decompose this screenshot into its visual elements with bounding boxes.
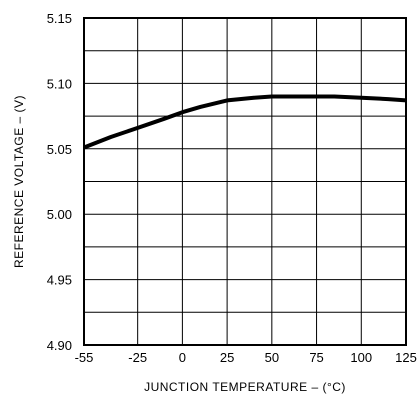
- x-axis-label: JUNCTION TEMPERATURE – (°C): [144, 380, 346, 394]
- y-axis-label: REFERENCE VOLTAGE – (V): [12, 95, 26, 268]
- grid-lines: [83, 17, 407, 346]
- x-tick-label: 75: [309, 350, 323, 365]
- y-tick-label: 4.95: [47, 273, 72, 288]
- x-tick-label: 25: [220, 350, 234, 365]
- x-tick-label: 50: [265, 350, 279, 365]
- y-tick-label: 5.10: [47, 76, 72, 91]
- x-tick-label: 0: [179, 350, 186, 365]
- y-tick-label: 5.05: [47, 142, 72, 157]
- y-tick-label: 5.00: [47, 207, 72, 222]
- y-tick-label: 4.90: [47, 338, 72, 353]
- x-tick-label: -25: [128, 350, 147, 365]
- series-layer: [83, 94, 407, 150]
- plot-frame: [83, 17, 407, 346]
- y-tick-labels: 4.90 4.95 5.00 5.05 5.10 5.15: [47, 11, 72, 353]
- x-tick-label: 125: [395, 350, 417, 365]
- x-tick-labels: -55 -25 0 25 50 75 100 125: [75, 350, 417, 365]
- y-tick-label: 5.15: [47, 11, 72, 26]
- series-line: [83, 94, 407, 150]
- x-tick-label: 100: [350, 350, 372, 365]
- x-tick-label: -55: [75, 350, 94, 365]
